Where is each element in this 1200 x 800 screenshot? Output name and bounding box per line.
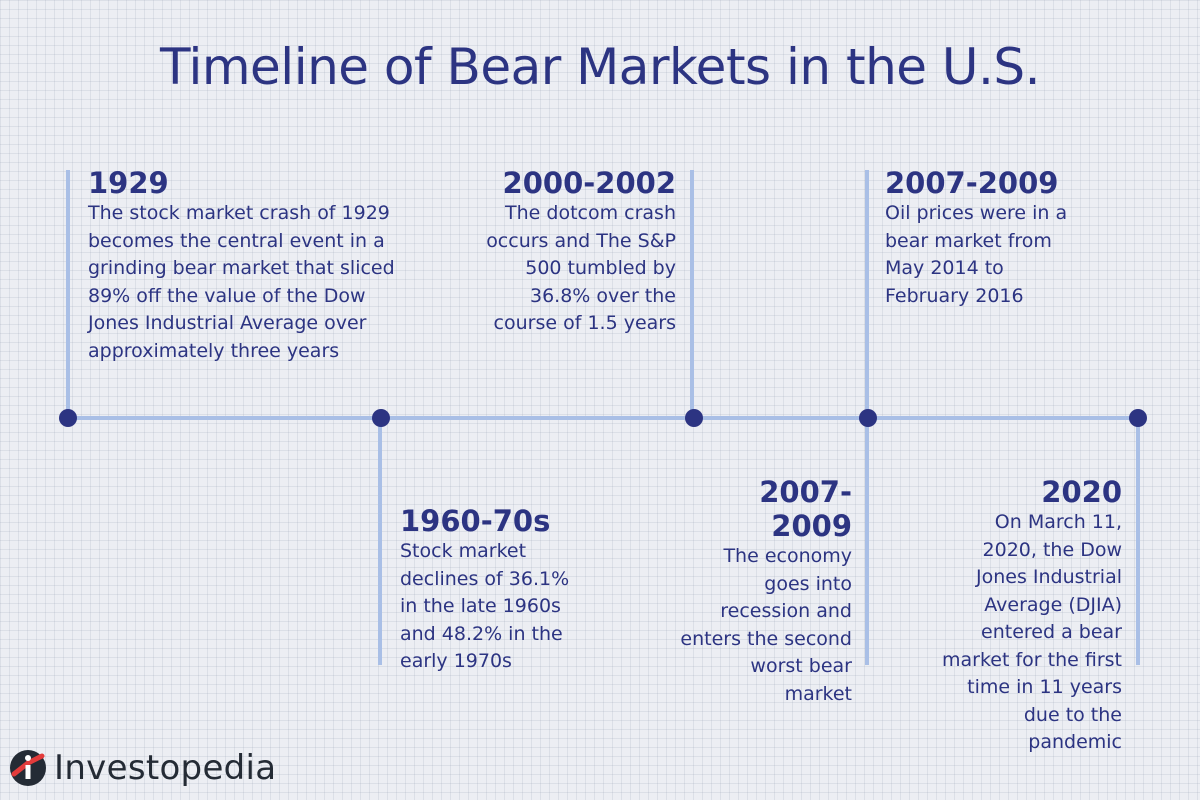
- timeline-axis: [68, 416, 1138, 420]
- event-1960-70s: 1960-70s Stock market declines of 36.1% …: [400, 504, 585, 676]
- page-title: Timeline of Bear Markets in the U.S.: [159, 38, 1041, 96]
- event-year: 2000-2002: [502, 166, 676, 200]
- connector-1960-70s: [378, 418, 382, 665]
- timeline-dot-2000-2002: [685, 409, 703, 427]
- event-year: 2007-2009: [759, 475, 852, 543]
- connector-2007-2009-recession: [865, 418, 869, 665]
- timeline-dot-1929: [59, 409, 77, 427]
- event-year: 2020: [1041, 475, 1122, 509]
- event-description: Oil prices were in a bear market from Ma…: [885, 202, 1068, 307]
- event-description: The economy goes into recession and ente…: [680, 545, 852, 705]
- connector-2020: [1136, 418, 1140, 665]
- investopedia-logo-icon: [10, 750, 46, 786]
- connector-2007-2009-oil: [865, 170, 869, 418]
- event-2020: 2020 On March 11, 2020, the Dow Jones In…: [940, 475, 1122, 757]
- event-2007-2009-oil: 2007-2009 Oil prices were in a bear mark…: [885, 166, 1075, 310]
- logo-text: Investopedia: [54, 748, 277, 788]
- event-year: 1929: [88, 166, 169, 200]
- connector-1929: [66, 170, 70, 418]
- event-description: On March 11, 2020, the Dow Jones Industr…: [942, 511, 1122, 753]
- timeline-dot-1960-70s: [372, 409, 390, 427]
- event-year: 1960-70s: [400, 504, 551, 538]
- timeline-dot-2007-2009: [859, 409, 877, 427]
- event-1929: 1929 The stock market crash of 1929 beco…: [88, 166, 418, 365]
- event-2007-2009-recession: 2007-2009 The economy goes into recessio…: [680, 475, 852, 708]
- event-description: Stock market declines of 36.1% in the la…: [400, 540, 570, 672]
- connector-2000-2002: [690, 170, 694, 418]
- event-description: The dotcom crash occurs and The S&P 500 …: [486, 202, 676, 334]
- event-2000-2002: 2000-2002 The dotcom crash occurs and Th…: [478, 166, 676, 338]
- event-description: The stock market crash of 1929 becomes t…: [88, 202, 395, 362]
- investopedia-logo: Investopedia: [8, 748, 276, 788]
- event-year: 2007-2009: [885, 166, 1059, 200]
- timeline-dot-2020: [1129, 409, 1147, 427]
